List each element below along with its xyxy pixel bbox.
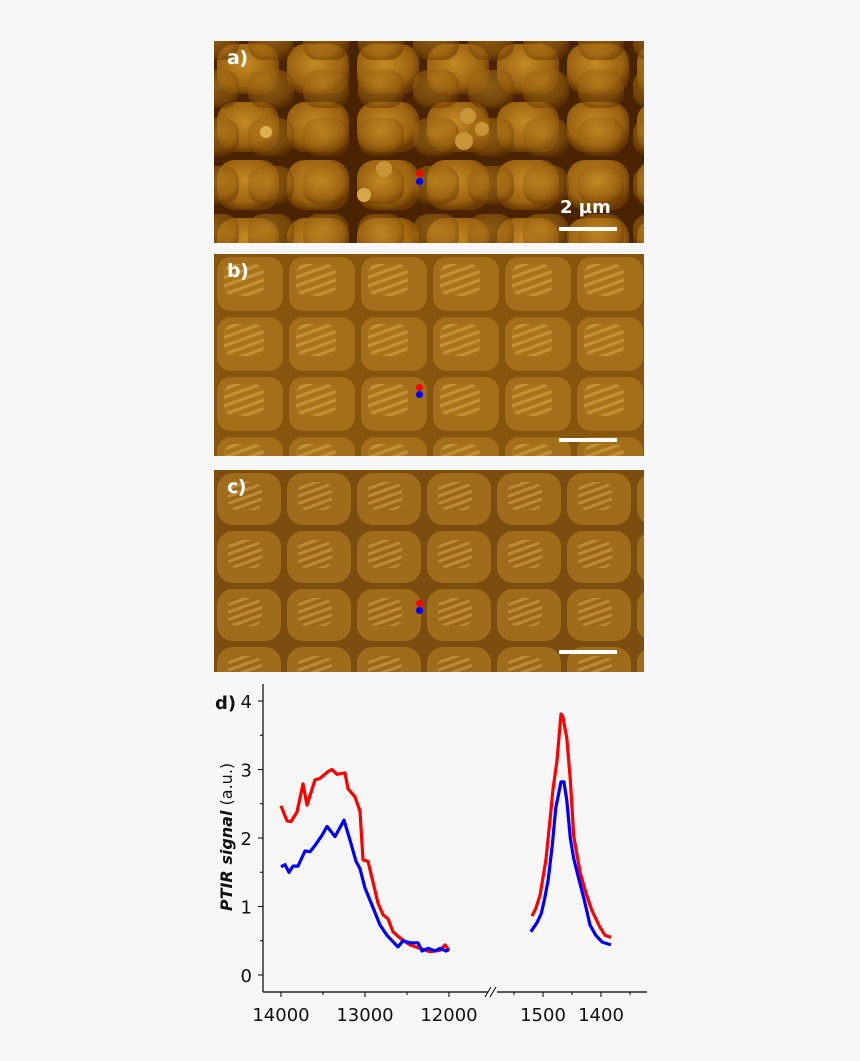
afm-image-panel-a: a) 2 µm [214,41,644,243]
scale-bar [559,227,617,231]
blue-spectrum-line [280,818,450,953]
panel-label-d: d) [215,693,236,714]
x-tick-label: 1400 [578,1005,624,1026]
axis-break-mark [489,986,497,998]
axis-break-mark [484,986,492,998]
x-tick-label: 1500 [520,1005,566,1026]
chart-axes: 0 1 2 3 4 14000 13000 12000 1500 1400 [241,684,647,1026]
x-tick-label: 12000 [420,1005,477,1026]
red-measurement-marker [416,170,423,177]
x-tick-label: 14000 [252,1005,309,1026]
red-measurement-marker [416,600,423,607]
panel-label-b: b) [227,260,249,282]
afm-image-panel-b: b) [214,254,644,456]
afm-image-panel-c: c) [214,470,644,672]
y-tick-label: 1 [241,898,252,919]
blue-measurement-marker [416,178,423,185]
x-tick-label: 13000 [336,1005,393,1026]
red-spectrum-line [530,712,612,939]
ptir-map-image [214,254,644,456]
blue-measurement-marker [416,391,423,398]
panel-label-a: a) [227,47,248,69]
y-tick-label: 2 [241,829,252,850]
y-tick-label: 4 [241,692,252,713]
scale-bar [559,438,617,442]
chart-series [279,712,612,954]
blue-measurement-marker [416,607,423,614]
red-measurement-marker [416,384,423,391]
scale-bar-label: 2 µm [560,197,611,218]
afm-topography-image [214,41,644,243]
red-spectrum-line [279,767,451,954]
blue-spectrum-line [529,780,612,947]
y-tick-label: 3 [241,761,252,782]
panel-label-c: c) [227,476,246,498]
y-tick-label: 0 [241,966,252,987]
y-axis-label: PTIR signal (a.u.) [217,763,236,911]
ptir-map-image [214,470,644,672]
scale-bar [559,650,617,654]
